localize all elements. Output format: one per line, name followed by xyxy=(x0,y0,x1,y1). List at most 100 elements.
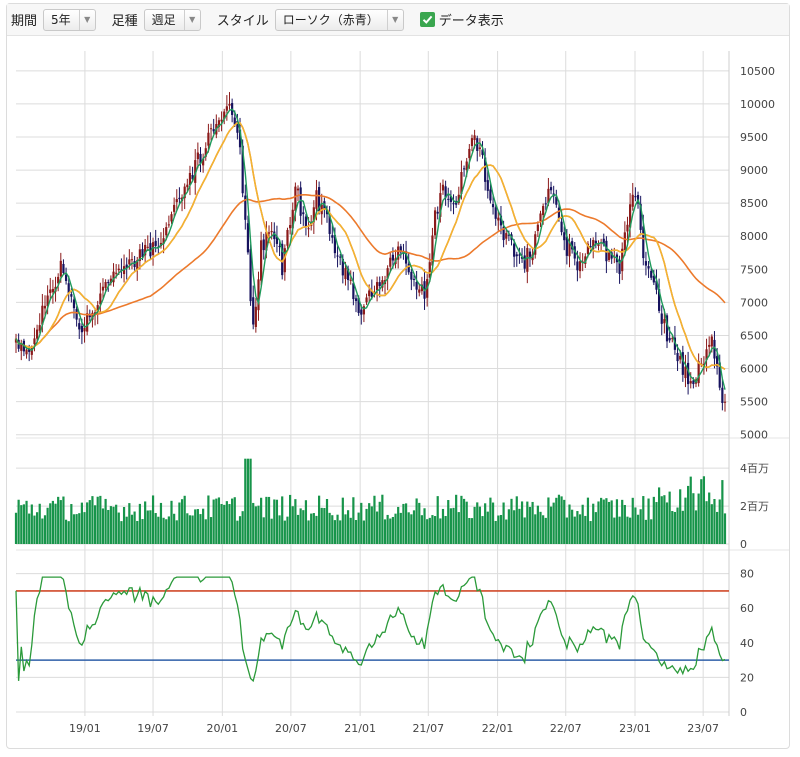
candle xyxy=(681,345,684,382)
volume-bar xyxy=(194,509,197,544)
chevron-down-icon: ▼ xyxy=(78,9,95,30)
candle xyxy=(428,253,431,282)
grid xyxy=(16,51,789,716)
candle xyxy=(536,221,539,237)
volume-bar xyxy=(586,497,590,544)
volume-bar xyxy=(51,500,54,544)
volume-bar xyxy=(331,515,334,544)
check-icon xyxy=(422,15,433,24)
style-select[interactable]: ローソク（赤青） ▼ xyxy=(274,8,404,31)
candle xyxy=(360,304,363,325)
volume-bar xyxy=(75,514,78,544)
volume-bar xyxy=(375,511,379,544)
candle xyxy=(470,134,474,152)
volume-bar xyxy=(318,495,321,544)
volume-bar xyxy=(244,458,247,544)
candle xyxy=(199,147,202,173)
volume-bar xyxy=(120,521,123,544)
candle xyxy=(555,189,558,208)
candle xyxy=(162,228,165,254)
volume-bar xyxy=(294,499,297,544)
candle xyxy=(257,271,260,321)
candle xyxy=(225,95,228,121)
volume-bar xyxy=(386,514,389,544)
volume-bar xyxy=(138,503,141,544)
candle xyxy=(354,294,358,313)
candle xyxy=(407,252,410,275)
volume-bar xyxy=(236,520,239,544)
volume-bar xyxy=(636,514,640,544)
volume-bar xyxy=(209,517,213,544)
price-tick-label: 8500 xyxy=(740,197,768,210)
volume-bar xyxy=(404,503,408,544)
candle xyxy=(217,117,221,133)
ma-long-line xyxy=(15,122,726,370)
candle xyxy=(14,333,18,354)
volume-bar xyxy=(433,516,437,544)
volume-bar xyxy=(544,517,547,544)
volume-bar xyxy=(557,494,561,544)
volume-bar xyxy=(426,519,429,544)
volume-bar xyxy=(584,515,587,544)
volume-bar xyxy=(133,511,136,544)
candle xyxy=(687,351,690,395)
period-select[interactable]: 5年 ▼ xyxy=(43,8,96,31)
volume-bar xyxy=(223,504,226,544)
volume-bar xyxy=(59,500,62,544)
volume-bar xyxy=(465,501,468,544)
price-tick-label: 8000 xyxy=(740,230,768,243)
candle xyxy=(138,244,141,270)
candle xyxy=(38,313,41,334)
candle xyxy=(64,267,68,285)
candle xyxy=(375,276,379,302)
volume-bar xyxy=(270,518,273,544)
volume-bar xyxy=(323,507,326,544)
candle xyxy=(486,170,489,199)
volume-tick-label: 4百万 xyxy=(740,462,769,475)
volume-bar xyxy=(639,509,642,544)
candle xyxy=(302,206,305,226)
volume-bar xyxy=(705,501,708,544)
price-tick-label: 5500 xyxy=(740,396,768,409)
volume-bar xyxy=(528,506,532,544)
x-tick-label: 19/07 xyxy=(137,722,169,735)
volume-bar xyxy=(144,501,147,544)
volume-bar xyxy=(723,513,727,544)
volume-bar xyxy=(238,516,242,544)
ma-52-line xyxy=(15,194,726,349)
volume-bar xyxy=(220,503,223,544)
volume-bar xyxy=(484,503,487,544)
candle xyxy=(723,393,727,412)
volume-bar xyxy=(634,507,637,544)
volume-bar xyxy=(655,502,658,544)
volume-bar xyxy=(162,517,165,544)
candle xyxy=(352,271,355,306)
volume-bar xyxy=(439,518,442,544)
volume-bar xyxy=(505,519,508,544)
volume-bar xyxy=(312,513,315,544)
candle xyxy=(705,338,708,372)
volume-bar xyxy=(687,485,690,544)
volume-bar xyxy=(391,516,395,544)
chevron-down-icon: ▼ xyxy=(183,9,200,30)
volume-bar xyxy=(278,515,281,544)
volume-bar xyxy=(154,513,157,544)
volume-bar xyxy=(241,511,244,544)
show-data-label[interactable]: データ表示 xyxy=(438,14,504,29)
candle xyxy=(281,240,284,280)
candle xyxy=(101,278,105,299)
candle xyxy=(436,206,439,220)
show-data-checkbox[interactable] xyxy=(419,12,435,27)
volume-bar xyxy=(410,514,413,544)
candle xyxy=(447,187,450,208)
candle xyxy=(244,184,247,230)
volume-bar xyxy=(510,498,513,544)
volume-bar xyxy=(507,509,510,544)
candle xyxy=(650,268,653,281)
volume-bar xyxy=(14,512,18,544)
interval-select[interactable]: 週足 ▼ xyxy=(143,8,201,31)
volume-bar xyxy=(178,502,181,544)
candle xyxy=(209,123,213,141)
volume-bar xyxy=(542,515,545,544)
candle xyxy=(362,304,366,323)
